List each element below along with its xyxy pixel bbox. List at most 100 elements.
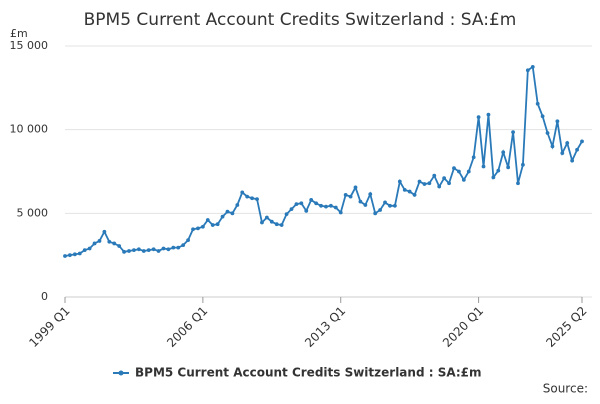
data-point [545,131,550,135]
data-point [181,243,186,248]
data-point [378,208,383,212]
data-point [388,203,392,208]
data-point [363,203,368,207]
data-point [506,165,511,170]
data-point [269,219,274,224]
data-point [324,204,328,209]
data-point [348,194,353,199]
data-point [368,192,373,196]
data-point [151,247,156,252]
data-point [521,162,525,167]
data-point [373,211,378,216]
data-point [496,168,501,173]
data-point [122,249,126,254]
data-point [491,175,496,180]
data-point [328,203,333,208]
data-point [72,252,77,257]
data-point [516,181,520,186]
data-point [156,249,161,253]
data-point [501,150,506,155]
data-point [205,218,210,222]
data-point [314,201,319,206]
data-point [166,247,171,252]
data-point [200,224,205,229]
data-point [176,245,181,250]
x-tick-label: 2006 Q1 [164,304,210,350]
data-point [427,181,432,186]
data-point [575,147,579,152]
data-point [417,179,422,184]
data-point [457,169,461,174]
data-point [196,226,200,231]
data-point [284,212,289,217]
x-tick-label: 2025 Q2 [543,304,589,350]
data-point [535,101,540,106]
data-point [358,199,363,204]
data-point [87,246,92,251]
data-point [319,203,323,208]
data-point [191,227,195,232]
data-point [274,222,279,227]
series-line [64,65,583,257]
data-point [68,253,72,258]
data-point [240,190,245,195]
data-point [343,193,348,197]
data-point [117,244,122,248]
data-point [112,241,117,246]
data-point [452,166,456,171]
data-point [397,179,402,184]
data-point [146,248,151,253]
data-point [338,210,343,215]
data-point [161,246,166,251]
data-point [550,144,555,149]
data-point [299,201,304,206]
data-point [437,184,442,189]
data-point [235,203,240,207]
data-point [225,209,230,214]
data-point [555,119,560,124]
data-point [92,241,97,246]
data-point [264,215,269,220]
data-point [570,158,575,163]
data-point [407,189,412,194]
chart-title: BPM5 Current Account Credits Switzerland… [84,10,517,30]
data-point [107,239,112,244]
data-point [333,205,338,210]
data-point [132,248,136,253]
y-unit: £m [10,27,28,40]
data-point [442,176,447,181]
x-tick-label: 2013 Q1 [302,304,348,350]
data-point [304,208,309,213]
data-point [141,249,146,253]
data-point [525,68,530,73]
data-point [279,223,284,227]
data-point [461,177,466,182]
data-point [260,220,264,225]
data-point [353,185,358,190]
data-point [102,229,107,234]
data-point [220,214,225,219]
data-point [565,141,570,145]
data-point [97,239,102,243]
data-point [486,112,491,117]
data-point [294,202,299,207]
data-point [540,114,545,119]
data-point [422,182,427,186]
data-point [77,251,82,256]
data-point [481,164,486,169]
data-point [412,193,417,197]
data-point [230,211,235,216]
legend-marker [118,370,124,376]
data-point [245,194,250,199]
x-tick-label: 1999 Q1 [26,304,72,350]
data-point [171,245,176,250]
y-tick-label: 15 000 [10,39,49,52]
data-point [186,238,190,243]
data-point [476,115,481,120]
source: Source: [543,382,588,396]
data-point [136,247,141,252]
data-point [392,203,397,208]
data-point [250,196,255,201]
data-point [289,207,294,212]
